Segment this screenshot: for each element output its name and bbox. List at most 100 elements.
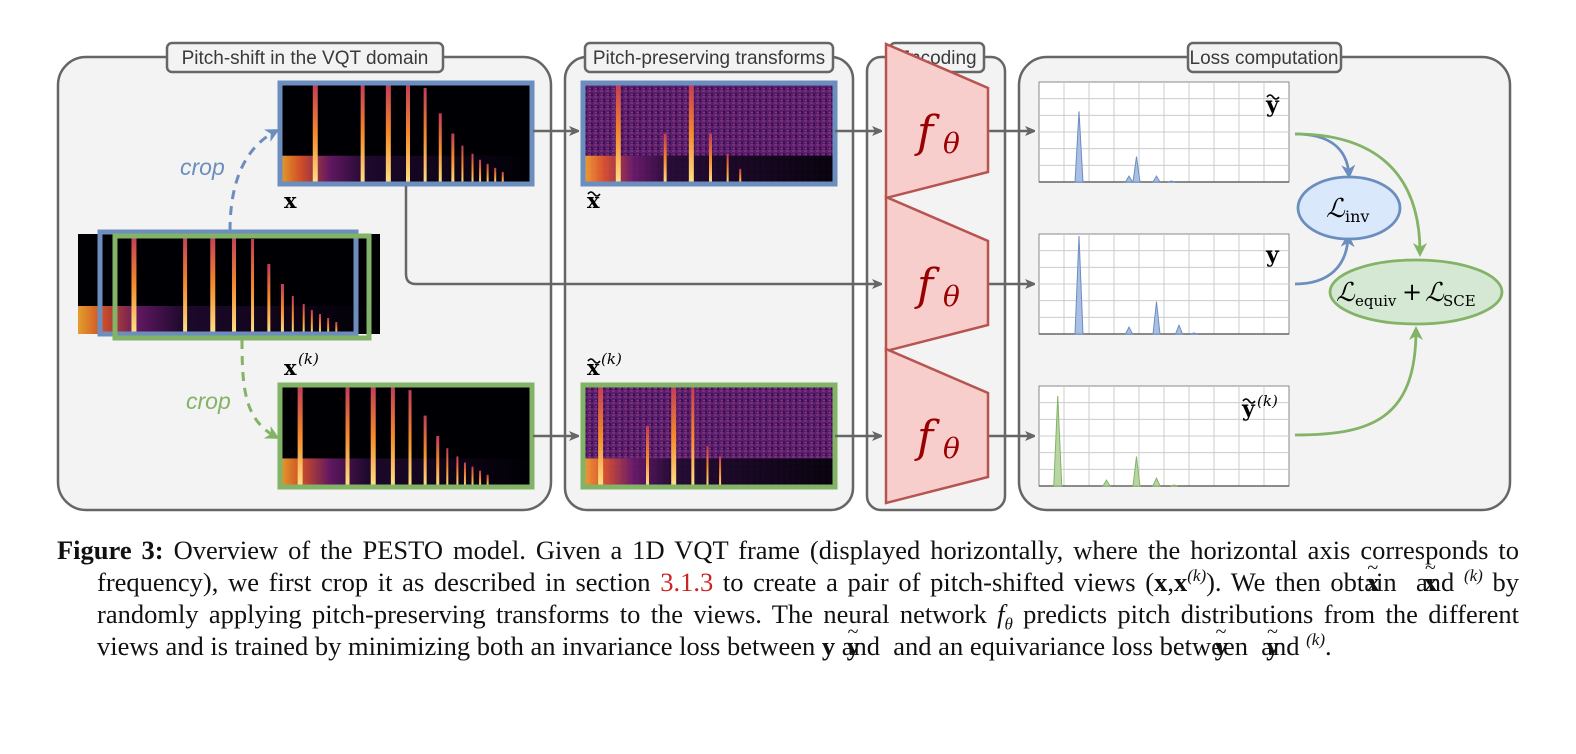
spectrogram-x [277,80,535,187]
harmonic-line [423,88,427,184]
harmonic-line [494,167,497,184]
distribution-peak [1190,332,1198,335]
harmonic-line [335,322,338,334]
harmonic-line [297,385,303,487]
crop-arrow-blue [228,129,280,232]
harmonic-line [390,385,395,487]
svg-text:ℒ: ℒ [1326,194,1346,224]
distribution-peak [1124,175,1134,183]
svg-text:(k): (k) [298,350,319,368]
label-xk: x (k) [284,350,319,380]
harmonic-line [479,159,482,184]
distribution-peak [1124,326,1134,335]
distribution-peak [1167,180,1176,183]
distribution-peak [1152,175,1161,183]
harmonic-line [232,234,237,334]
distribution-peak [1074,235,1084,335]
label-y: y [1265,242,1280,268]
crop-box-green [112,233,372,341]
harmonic-line [691,385,695,487]
distribution-peak [1170,484,1178,487]
distribution-peak [1174,323,1184,335]
harmonic-line [302,304,305,334]
harmonic-line [719,456,722,487]
svg-text:equiv: equiv [1355,292,1397,310]
harmonic-line [451,133,455,184]
panel-title-loss: Loss computation [1190,48,1339,69]
harmonic-line [360,83,365,184]
harmonic-line [486,163,489,184]
figure-caption: Figure 3: Overview of the PESTO model. G… [57,535,1519,661]
harmonic-line [438,113,442,184]
svg-text:+: + [1402,278,1422,306]
arrow-y-tilde-to-equiv [1294,132,1427,257]
crop-box-blue [97,229,359,337]
distribution-peak [1132,456,1141,487]
harmonic-line [486,474,489,487]
harmonic-line [318,314,321,334]
harmonic-line [471,153,474,184]
harmonic-line [406,83,410,184]
label-x: x [284,188,297,213]
arrow-yk-to-equiv [1294,326,1423,437]
harmonic-line [646,425,649,487]
harmonic-line [739,168,742,184]
harmonic-line [688,83,694,184]
spectrogram-xk [277,382,535,490]
harmonic-line [615,83,621,184]
panel-title-transforms: Pitch-preserving transforms [593,48,825,69]
loss-invariance: ℒ inv [1296,175,1402,241]
pesto-diagram: Pitch-shift in the VQT domain Pitch-pres… [56,41,1512,512]
harmonic-line [471,466,474,487]
harmonic-line [423,415,427,487]
distribution-peak [1102,479,1111,487]
distribution-peak [1132,156,1141,183]
svg-text:x: x [587,188,600,213]
harmonic-line [291,296,294,334]
full-vqt-frame [78,234,380,334]
harmonic-line [501,171,504,184]
label-y-tilde: y [1265,92,1280,118]
encoder-theta-label: θ [943,432,960,465]
spectrogram-energy [78,306,380,334]
spectrogram-energy [280,458,532,487]
crop-label-blue: crop [180,154,225,180]
spectrogram-xk-tilde [580,382,838,490]
harmonic-line [479,470,482,487]
harmonic-line [345,385,350,487]
arrow-y-to-inv [1294,233,1355,286]
panel-title-pitch-shift: Pitch-shift in the VQT domain [182,48,429,69]
arrow-x-to-encoder [404,186,881,284]
harmonic-line [598,385,604,487]
crop-label-green: crop [186,388,231,414]
svg-text:ℒ: ℒ [1336,278,1356,308]
harmonic-line [131,234,137,334]
loss-equivariance-sce: ℒ equiv + ℒ SCE [1328,258,1504,326]
harmonic-line [310,310,313,334]
harmonic-line [210,234,216,334]
svg-text:x: x [587,355,600,380]
harmonic-line [312,83,318,184]
harmonic-line [385,83,391,184]
distribution-peak [1074,111,1084,183]
harmonic-line [671,385,677,487]
svg-text:SCE: SCE [1443,292,1476,310]
harmonic-line [446,448,449,487]
distribution-peak [1053,395,1063,487]
svg-text:(k): (k) [601,350,622,368]
harmonic-line [408,390,412,487]
plot-y-tilde [1038,81,1290,183]
plot-yk-tilde [1038,385,1290,487]
plot-y [1038,233,1290,335]
svg-text:inv: inv [1345,207,1369,226]
harmonic-line [267,264,271,334]
harmonic-line [461,145,464,184]
harmonic-line [709,133,712,184]
label-xk-tilde: x (k) [587,350,622,380]
section-reference-link[interactable]: 3.1.3 [660,567,714,597]
label-x-tilde: x [587,188,601,213]
label-yk-tilde: y (k) [1241,392,1278,422]
